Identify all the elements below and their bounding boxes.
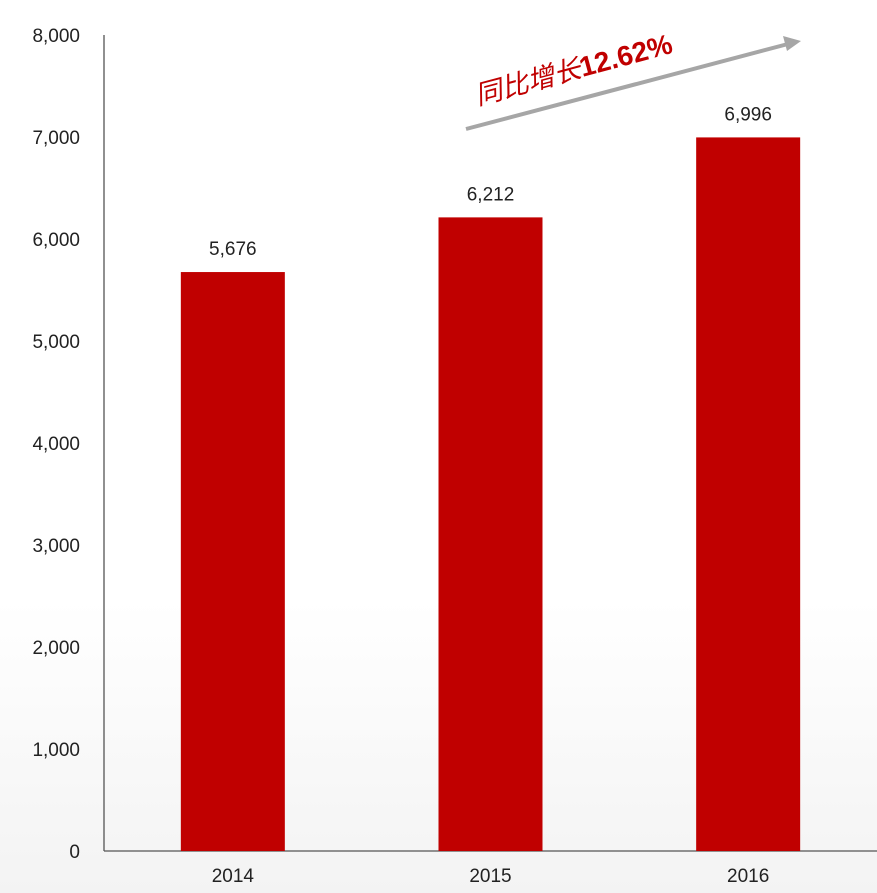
x-tick-label-2015: 2015	[469, 866, 511, 887]
growth-value: 12.62%	[576, 28, 676, 83]
data-labels: 5,676 6,212 6,996	[209, 104, 772, 260]
data-label-2014: 5,676	[209, 239, 257, 260]
bars	[180, 137, 801, 852]
bar-2014	[180, 272, 285, 852]
y-tick-label: 1,000	[32, 740, 80, 761]
y-tick-label: 3,000	[32, 536, 80, 557]
x-tick-labels: 2014 2015 2016	[212, 866, 770, 887]
x-tick-label-2016: 2016	[727, 866, 769, 887]
x-tick-label-2014: 2014	[212, 866, 255, 887]
data-label-2015: 6,212	[467, 184, 515, 205]
y-tick-label: 4,000	[32, 434, 80, 455]
y-tick-label: 7,000	[32, 128, 80, 149]
growth-arrow-line	[465, 42, 789, 131]
y-tick-label: 5,000	[32, 332, 80, 353]
y-tick-labels: 0 1,000 2,000 3,000 4,000 5,000 6,000 7,000 8,00…	[32, 26, 80, 863]
y-tick-label: 2,000	[32, 638, 80, 659]
bar-2016	[696, 137, 801, 851]
growth-arrow-head	[783, 36, 801, 51]
data-label-2016: 6,996	[724, 104, 772, 125]
y-tick-label: 8,000	[32, 26, 80, 47]
bar-2015	[438, 217, 543, 852]
y-tick-label: 6,000	[32, 230, 80, 251]
y-tick-label: 0	[69, 842, 80, 863]
